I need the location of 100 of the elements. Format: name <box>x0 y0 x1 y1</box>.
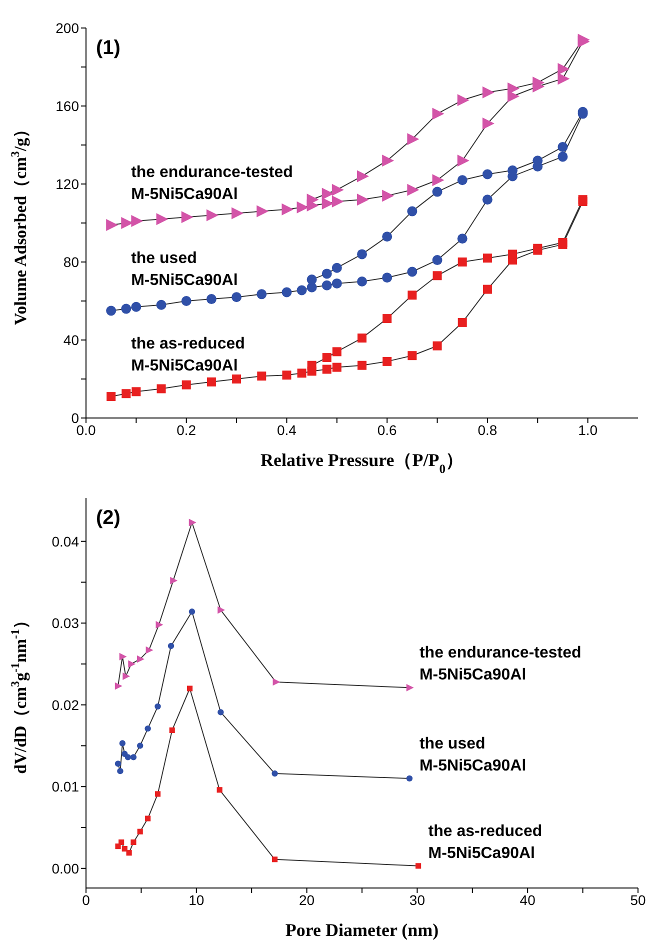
point <box>188 608 196 615</box>
point <box>181 296 192 306</box>
point <box>332 184 344 196</box>
point <box>558 62 570 75</box>
point <box>508 82 520 94</box>
point <box>122 846 128 852</box>
x-tick-label: 0.8 <box>478 422 498 438</box>
x-tick-label: 0.6 <box>377 422 398 438</box>
point <box>382 272 392 283</box>
point <box>457 175 468 186</box>
point <box>482 254 492 263</box>
point <box>122 389 131 398</box>
series-label: the used M-5Ni5Ca90Al <box>131 250 238 289</box>
point <box>218 606 226 614</box>
point <box>128 660 136 668</box>
x-tick-label: 0.4 <box>276 422 297 438</box>
x-tick-label: 20 <box>299 892 315 908</box>
x-axis-title: Pore Diameter (nm) <box>285 920 439 940</box>
point <box>458 258 467 266</box>
y-tick-label: 160 <box>56 98 80 114</box>
x-tick-label: 30 <box>409 892 426 908</box>
point <box>382 232 392 242</box>
point <box>457 154 470 167</box>
point <box>457 94 470 106</box>
series-label: the endurance-tested M-5Ni5Ca90Al <box>131 164 293 203</box>
point <box>168 642 174 650</box>
y-tick-label: 0.02 <box>52 696 80 713</box>
point <box>126 850 132 856</box>
point <box>432 186 442 197</box>
point <box>382 154 394 167</box>
point <box>114 760 122 767</box>
y-tick-label: 0.00 <box>52 860 80 876</box>
point <box>558 152 568 162</box>
point <box>482 169 492 180</box>
point <box>188 518 196 526</box>
annotation: (2) <box>96 507 120 529</box>
point <box>282 370 292 380</box>
point <box>458 318 467 327</box>
y-tick-label: 120 <box>56 176 80 192</box>
point <box>296 285 307 296</box>
point <box>332 347 342 356</box>
point <box>382 356 392 366</box>
series-label: the as-reduced M-5Ni5Ca90Al <box>428 822 542 862</box>
point <box>306 274 317 285</box>
point <box>407 133 420 146</box>
x-tick-label: 1.0 <box>578 422 598 438</box>
point <box>137 828 143 834</box>
point <box>257 372 266 381</box>
point <box>432 341 442 350</box>
point <box>170 576 178 584</box>
series-label: the used M-5Ni5Ca90Al <box>419 735 526 774</box>
point <box>106 218 118 231</box>
point <box>382 190 394 202</box>
point <box>218 709 224 716</box>
x-tick-label: 0 <box>82 892 90 908</box>
point <box>122 672 130 680</box>
point <box>482 86 494 98</box>
point <box>169 727 175 733</box>
point <box>357 276 367 286</box>
point <box>532 76 545 89</box>
point <box>144 725 151 732</box>
point <box>358 360 366 370</box>
point <box>117 768 124 774</box>
point <box>406 684 414 692</box>
point <box>332 262 342 273</box>
point <box>186 686 193 692</box>
point <box>119 740 126 746</box>
point <box>406 775 413 782</box>
annotation: (1) <box>96 37 120 59</box>
point <box>432 271 442 280</box>
x-tick-label: 0.2 <box>176 422 196 438</box>
point <box>357 170 369 182</box>
point <box>256 205 269 218</box>
point <box>206 209 218 222</box>
point <box>432 108 444 120</box>
point <box>256 289 267 300</box>
point <box>106 306 116 316</box>
point <box>206 294 216 304</box>
point <box>232 292 242 302</box>
y-tick-label: 0.01 <box>52 778 80 795</box>
point <box>322 268 332 279</box>
point <box>332 196 344 208</box>
point <box>322 364 332 374</box>
y-tick-label: 0.04 <box>52 533 80 550</box>
point <box>132 387 141 396</box>
point <box>131 215 144 228</box>
point <box>272 856 278 862</box>
point <box>432 174 444 186</box>
point <box>206 377 216 386</box>
point <box>145 816 151 822</box>
x-tick-label: 50 <box>630 892 646 908</box>
point <box>306 194 319 206</box>
point <box>282 287 292 298</box>
point <box>182 380 191 390</box>
point <box>119 652 127 660</box>
point <box>407 184 420 196</box>
point <box>382 314 392 324</box>
point <box>558 142 568 152</box>
point <box>232 207 244 220</box>
point <box>154 703 161 710</box>
